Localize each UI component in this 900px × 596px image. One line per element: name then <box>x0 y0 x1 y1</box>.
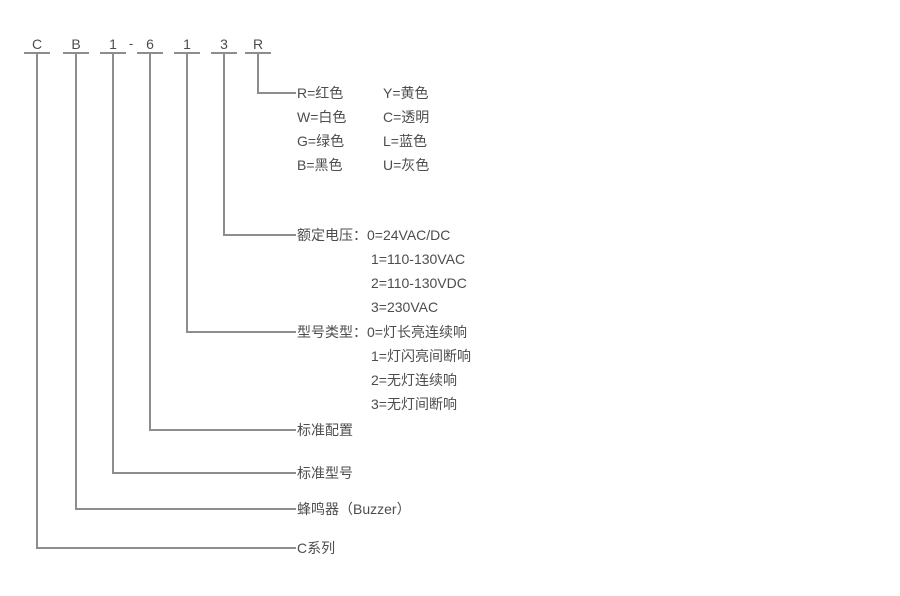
code-char-standard-config: 6 <box>146 36 154 52</box>
color-option-red: R=红色 <box>297 85 344 101</box>
rated-voltage-label: 额定电压： <box>297 227 367 243</box>
color-option-green: G=绿色 <box>297 133 345 149</box>
underline-series <box>24 52 50 54</box>
code-char-series: C <box>31 36 43 52</box>
leader-horizontal-buzzer <box>75 508 296 510</box>
code-char-color: R <box>252 36 264 52</box>
color-option-white: W=白色 <box>297 109 347 125</box>
color-option-black: B=黑色 <box>297 157 343 173</box>
series-label: C系列 <box>297 540 336 556</box>
model-type-option-2: 2=无灯连续响 <box>371 372 457 388</box>
leader-vertical-buzzer <box>75 54 77 509</box>
code-char-voltage: 3 <box>220 36 228 52</box>
rated-voltage-option-1: 1=110-130VAC <box>371 251 466 267</box>
underline-standard-config <box>137 52 163 54</box>
rated-voltage-option-0: 0=24VAC/DC <box>367 227 451 243</box>
leader-horizontal-voltage <box>223 234 296 236</box>
rated-voltage-option-3: 3=230VAC <box>371 299 439 315</box>
leader-horizontal-model-type <box>186 331 296 333</box>
leader-vertical-model-type <box>186 54 188 332</box>
code-char-buzzer: B <box>71 36 81 52</box>
rated-voltage-line: 额定电压：0=24VAC/DC <box>297 226 450 244</box>
underline-voltage <box>211 52 237 54</box>
leader-horizontal-color <box>257 92 296 94</box>
underline-color <box>245 52 271 54</box>
leader-vertical-voltage <box>223 54 225 235</box>
model-type-option-0: 0=灯长亮连续响 <box>367 324 467 340</box>
leader-horizontal-series <box>36 547 296 549</box>
standard-config-label: 标准配置 <box>297 422 353 438</box>
model-type-option-1: 1=灯闪亮间断响 <box>371 348 471 364</box>
model-type-option-3: 3=无灯间断响 <box>371 396 457 412</box>
code-char-model-type: 1 <box>183 36 191 52</box>
code-char-standard-model: 1 <box>109 36 117 52</box>
model-type-line: 型号类型：0=灯长亮连续响 <box>297 323 467 341</box>
leader-horizontal-standard-config <box>149 429 296 431</box>
color-option-gray: U=灰色 <box>383 157 430 173</box>
underline-model-type <box>174 52 200 54</box>
leader-vertical-color <box>257 54 259 93</box>
color-option-blue: L=蓝色 <box>383 133 427 149</box>
color-option-clear: C=透明 <box>383 109 430 125</box>
code-separator-dash: - <box>128 36 134 51</box>
buzzer-label: 蜂鸣器（Buzzer） <box>297 501 411 517</box>
color-option-yellow: Y=黄色 <box>383 85 429 101</box>
leader-horizontal-standard-model <box>112 472 296 474</box>
standard-model-label: 标准型号 <box>297 465 353 481</box>
underline-buzzer <box>63 52 89 54</box>
model-type-label: 型号类型： <box>297 324 367 340</box>
leader-vertical-standard-model <box>112 54 114 473</box>
underline-standard-model <box>100 52 126 54</box>
leader-vertical-standard-config <box>149 54 151 430</box>
leader-vertical-series <box>36 54 38 548</box>
rated-voltage-option-2: 2=110-130VDC <box>371 275 467 291</box>
